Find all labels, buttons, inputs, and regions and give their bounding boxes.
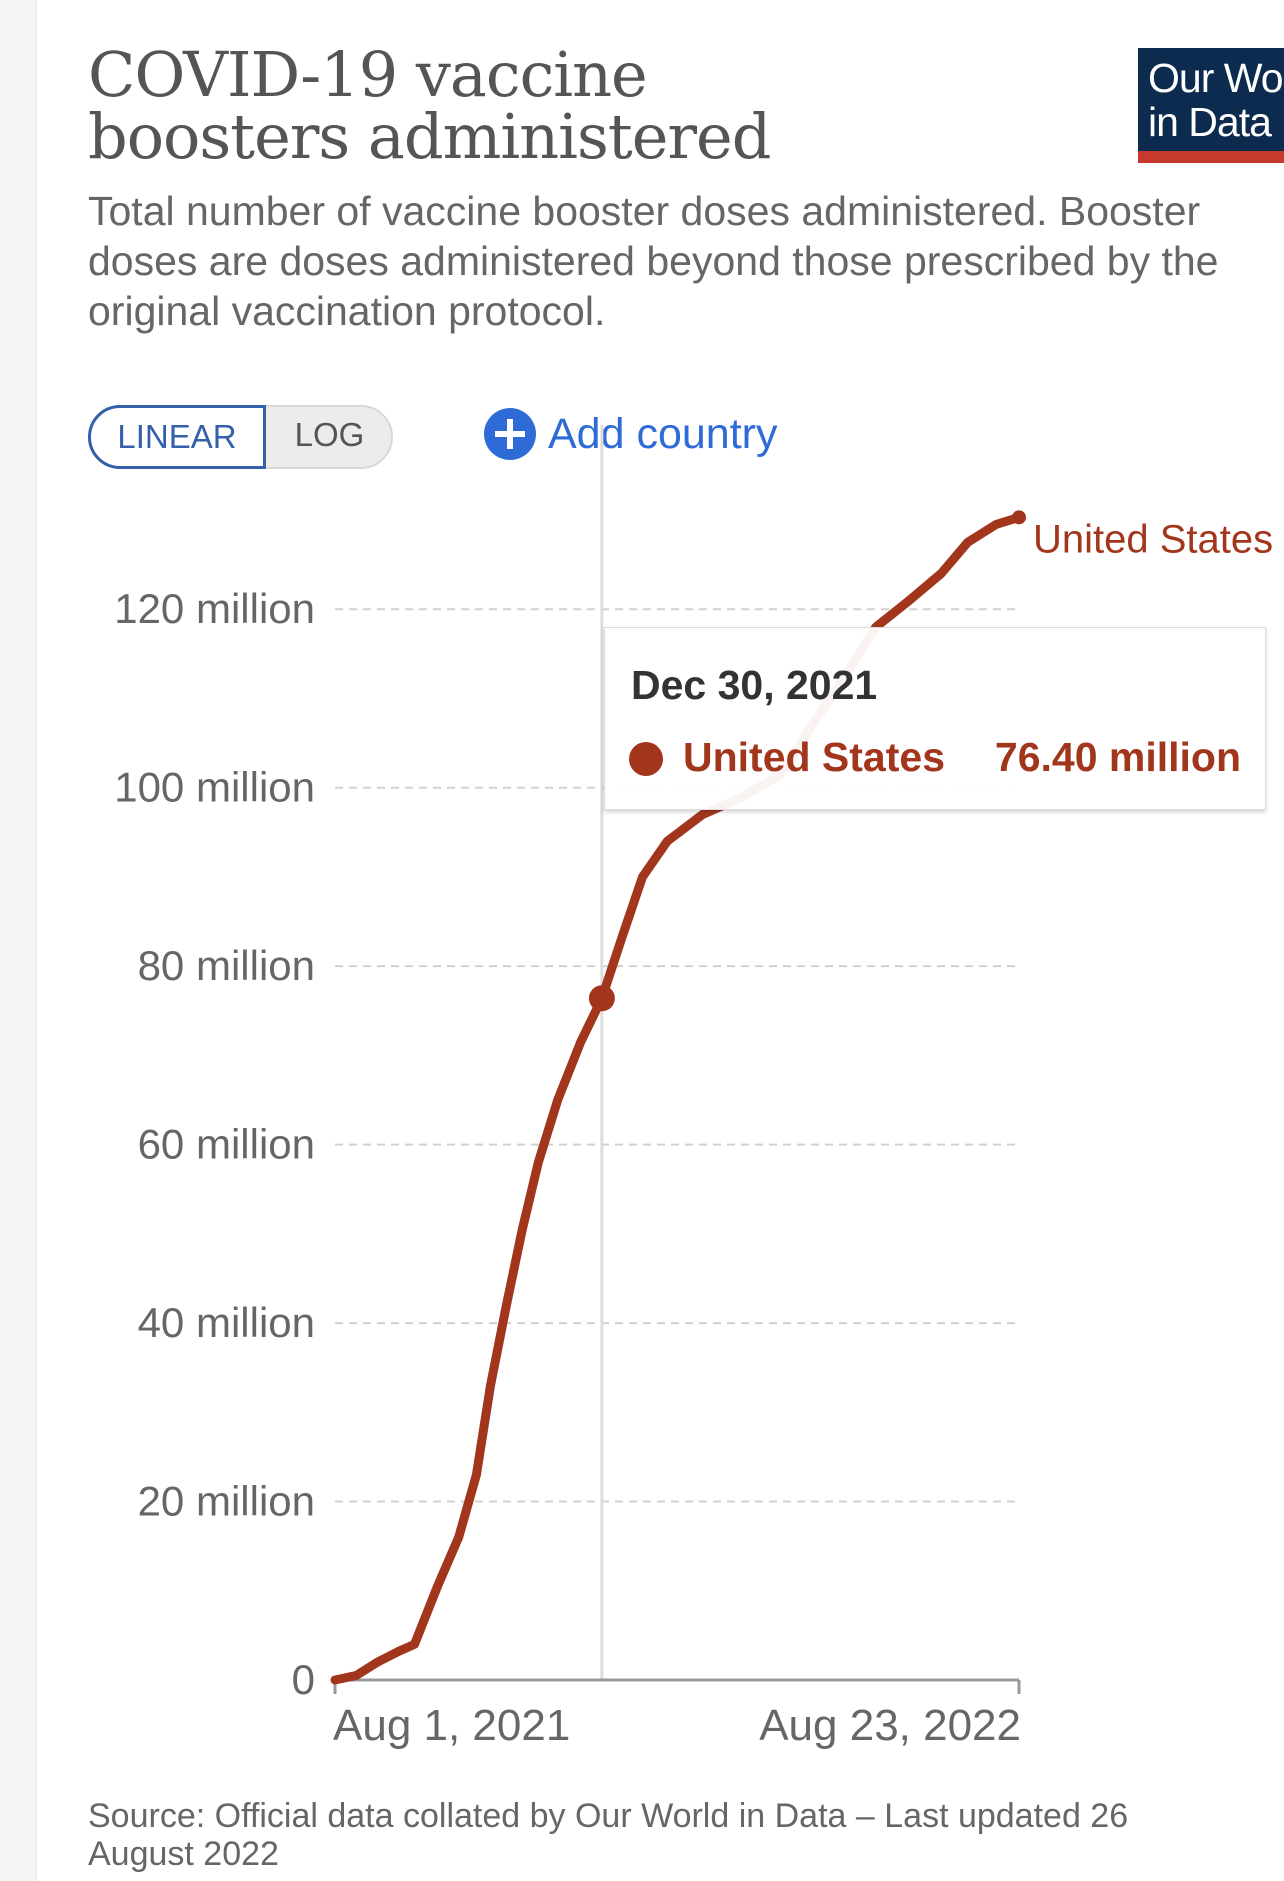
linear-scale-button[interactable]: LINEAR bbox=[88, 405, 266, 469]
logo-text: Our World in Data bbox=[1148, 55, 1284, 145]
chart-title: COVID-19 vaccine boosters administered bbox=[88, 38, 771, 173]
x-tick-label: Aug 1, 2021 bbox=[333, 1701, 570, 1750]
series-end-point bbox=[1012, 510, 1026, 525]
x-axis-ticks: Aug 1, 2021 Aug 23, 2022 bbox=[333, 1680, 1021, 1750]
series-dot-icon bbox=[629, 742, 663, 776]
add-country-button[interactable]: Add country bbox=[484, 404, 777, 464]
add-country-label: Add country bbox=[548, 409, 778, 458]
source-note: Source: Official data collated by Our Wo… bbox=[88, 1797, 1129, 1873]
y-tick-label: 40 million bbox=[138, 1299, 315, 1346]
plus-circle-icon bbox=[484, 408, 536, 460]
tooltip-date: Dec 30, 2021 bbox=[631, 662, 878, 708]
chart-card: COVID-19 vaccine boosters administered T… bbox=[36, 0, 1284, 1881]
series-label-united-states: United States bbox=[1033, 517, 1273, 561]
line-chart[interactable]: 0 20 million 40 million 60 million 80 millio… bbox=[37, 0, 1284, 1881]
y-tick-label: 120 million bbox=[114, 585, 315, 632]
tooltip-series-name: United States bbox=[683, 734, 945, 780]
scale-toggle: LINEAR LOG bbox=[88, 405, 393, 469]
y-tick-label: 100 million bbox=[114, 764, 315, 811]
highlight-point bbox=[588, 985, 615, 1012]
y-tick-label: 0 bbox=[292, 1656, 315, 1703]
y-axis-ticks: 0 20 million 40 million 60 million 80 millio… bbox=[114, 585, 315, 1703]
log-scale-button[interactable]: LOG bbox=[294, 416, 365, 453]
owid-logo[interactable]: Our World in Data bbox=[1138, 48, 1284, 163]
chart-subtitle: Total number of vaccine booster doses ad… bbox=[88, 188, 1219, 334]
y-tick-label: 20 million bbox=[138, 1478, 315, 1525]
y-tick-label: 80 million bbox=[138, 942, 315, 989]
tooltip: Dec 30, 2021 United States 76.40 million bbox=[604, 627, 1266, 810]
x-tick-label: Aug 23, 2022 bbox=[759, 1701, 1021, 1750]
tooltip-value: 76.40 million bbox=[994, 734, 1241, 780]
y-tick-label: 60 million bbox=[138, 1121, 315, 1168]
